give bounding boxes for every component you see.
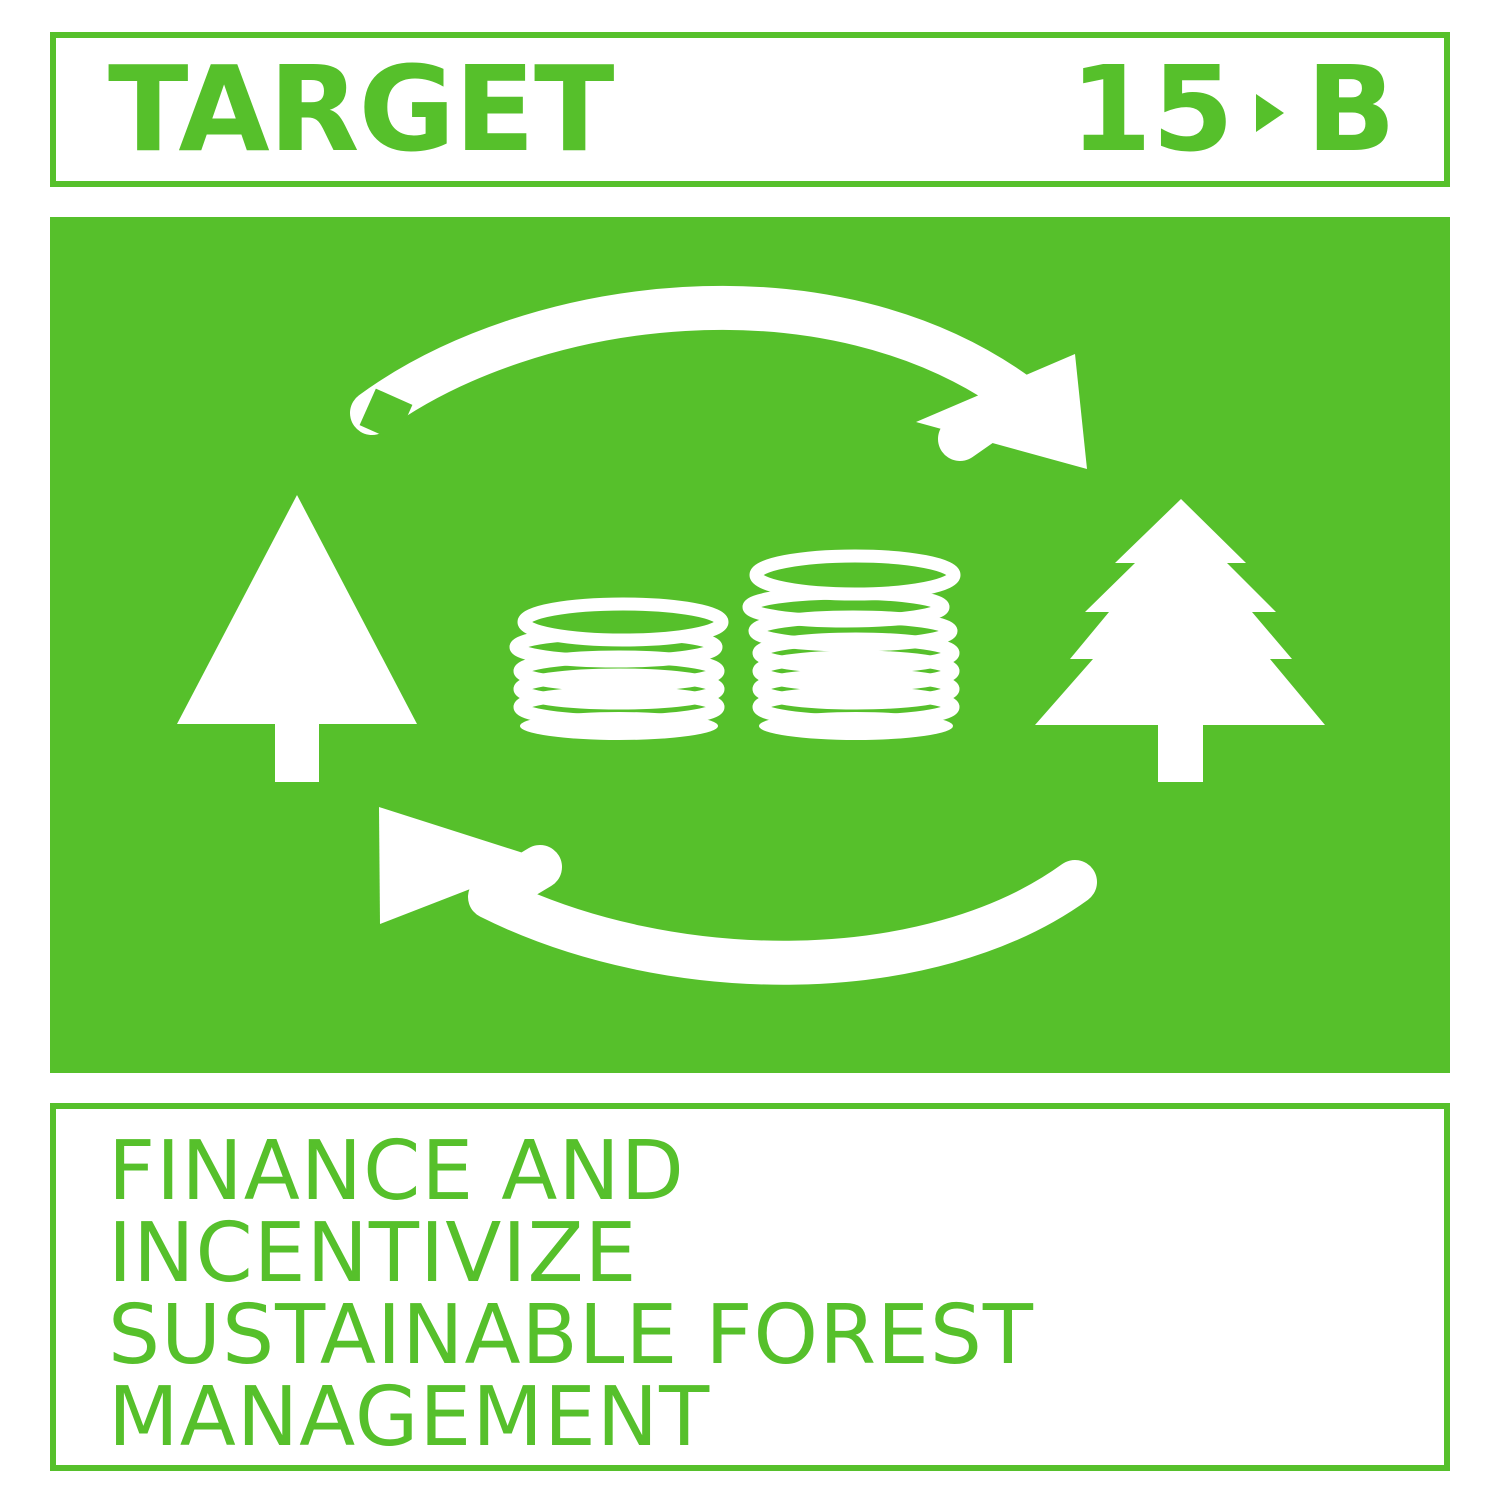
simple-tree-icon — [177, 495, 417, 782]
target-letter: B — [1306, 40, 1396, 178]
target-icon-panel — [50, 217, 1450, 1073]
target-description-box: FINANCE AND INCENTIVIZE SUSTAINABLE FORE… — [50, 1103, 1450, 1471]
target-description: FINANCE AND INCENTIVIZE SUSTAINABLE FORE… — [108, 1131, 1408, 1459]
description-line: INCENTIVIZE — [108, 1206, 638, 1301]
pine-tree-icon — [1035, 499, 1325, 782]
target-header: TARGET 15 B — [50, 32, 1450, 187]
target-label: TARGET — [108, 40, 614, 178]
description-line: SUSTAINABLE FOREST — [108, 1288, 1035, 1383]
target-code: 15 B — [1070, 50, 1396, 168]
description-line: MANAGEMENT — [108, 1370, 711, 1465]
curved-arrow-left-icon — [379, 807, 1097, 985]
triangle-separator-icon — [1256, 94, 1285, 132]
coin-stacks-icon — [509, 549, 961, 740]
goal-number: 15 — [1069, 40, 1235, 178]
target-illustration — [177, 285, 1325, 985]
curved-arrow-right-icon — [350, 285, 1087, 469]
description-line: FINANCE AND — [108, 1124, 685, 1219]
